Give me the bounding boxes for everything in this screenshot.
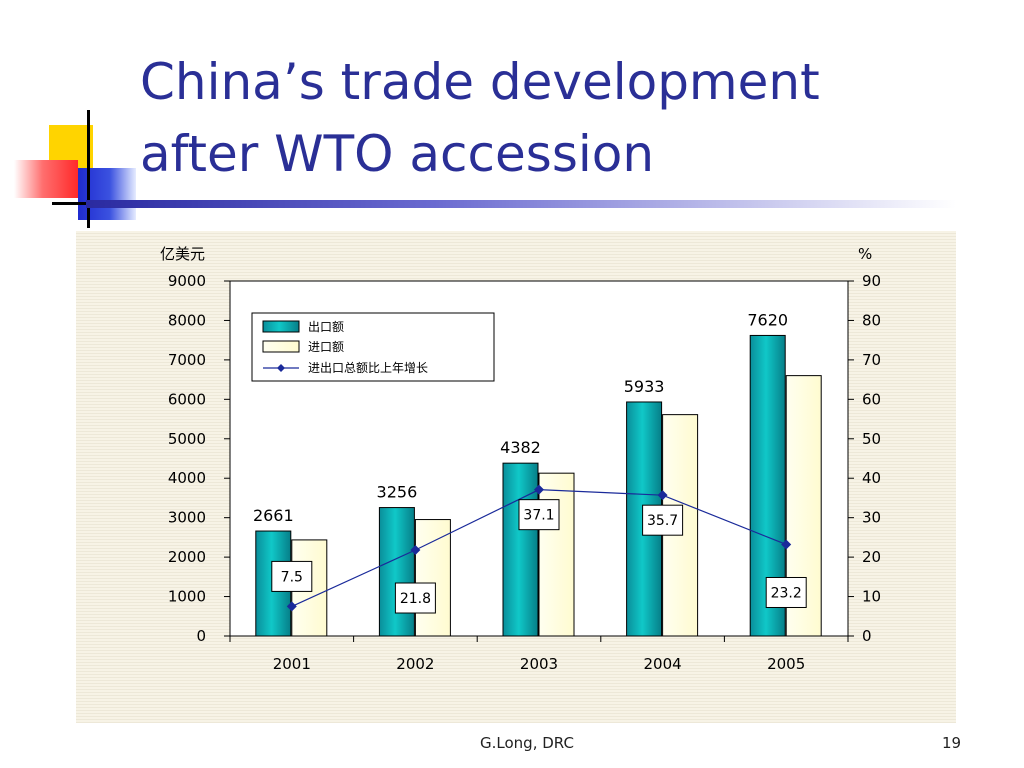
legend-label-growth: 进出口总额比上年增长 [308, 361, 428, 375]
legend-swatch-growth-marker [277, 364, 285, 372]
export-value-label: 2661 [253, 506, 294, 525]
x-axis: 2001 2002 2003 2004 2005 [229, 636, 849, 673]
title-underline [86, 200, 956, 208]
page-number: 19 [942, 734, 962, 752]
growth-point [534, 484, 544, 495]
legend-swatch-export [262, 320, 300, 333]
legend-label-import: 进口额 [308, 340, 344, 354]
right-tick-label: 90 [862, 272, 881, 290]
left-axis: 亿美元 0 1000 2000 3000 4000 5000 6000 7000 8000 9000 [160, 245, 230, 645]
growth-value-label: 35.7 [647, 513, 678, 529]
left-tick-label: 6000 [168, 390, 206, 408]
left-tick-label: 1000 [168, 588, 206, 606]
legend-label-export: 出口额 [308, 320, 344, 334]
growth-value-label: 7.5 [281, 569, 303, 585]
growth-point [781, 539, 792, 550]
x-tick-label: 2001 [273, 655, 311, 673]
x-tick-label: 2004 [644, 655, 682, 673]
left-tick-label: 8000 [168, 311, 206, 329]
left-tick-label: 5000 [168, 430, 206, 448]
chart-panel: 亿美元 0 1000 2000 3000 4000 5000 6000 7000 8000 9000… [76, 231, 956, 723]
growth-label-box [271, 560, 313, 592]
growth-value-label: 23.2 [771, 585, 802, 601]
decor-red-square [14, 160, 78, 198]
left-axis-unit: 亿美元 [160, 245, 205, 263]
right-tick-label: 50 [862, 430, 881, 448]
legend-swatch-import [262, 340, 300, 353]
growth-point [286, 601, 297, 612]
import-bar [414, 519, 451, 637]
growth-value-label: 37.1 [523, 508, 554, 524]
growth-label-box [518, 499, 560, 531]
export-bar [378, 507, 415, 637]
slide-title: China’s trade development after WTO acce… [140, 53, 820, 183]
trade-chart: 亿美元 0 1000 2000 3000 4000 5000 6000 7000 8000 9000… [160, 245, 881, 673]
right-tick-label: 0 [862, 627, 872, 645]
export-value-label: 7620 [747, 310, 788, 329]
x-tick-label: 2005 [767, 655, 805, 673]
footer-source: G.Long, DRC [480, 734, 574, 752]
growth-point [657, 490, 668, 501]
right-tick-label: 30 [862, 509, 881, 527]
growth-value-label: 21.8 [400, 591, 431, 607]
right-tick-label: 20 [862, 548, 881, 566]
import-bar [538, 472, 575, 637]
growth-label-box [642, 504, 684, 536]
bar-data-labels: 2661 3256 4382 5933 7620 [253, 310, 788, 525]
left-tick-label: 3000 [168, 509, 206, 527]
export-value-label: 5933 [624, 377, 665, 396]
right-axis-unit: % [858, 245, 872, 263]
right-tick-label: 10 [862, 588, 881, 606]
decor-vertical-line [87, 110, 90, 228]
right-tick-label: 80 [862, 311, 881, 329]
x-tick-label: 2002 [396, 655, 434, 673]
left-tick-label: 7000 [168, 351, 206, 369]
right-tick-label: 60 [862, 390, 881, 408]
export-value-label: 4382 [500, 438, 541, 457]
right-axis: % 0 10 20 30 40 50 60 70 80 90 [848, 245, 881, 645]
growth-label-box [765, 576, 807, 608]
right-tick-label: 70 [862, 351, 881, 369]
growth-point [410, 545, 421, 556]
left-tick-label: 9000 [168, 272, 206, 290]
left-tick-label: 4000 [168, 469, 206, 487]
growth-line-series: 7.5 21.8 37.1 35.7 23.2 [271, 484, 807, 614]
left-tick-label: 2000 [168, 548, 206, 566]
left-tick-label: 0 [196, 627, 206, 645]
growth-label-box [394, 582, 436, 614]
export-value-label: 3256 [377, 483, 418, 502]
x-tick-label: 2003 [520, 655, 558, 673]
right-tick-label: 40 [862, 469, 881, 487]
decor-horizontal-line [52, 202, 92, 205]
export-bar [502, 462, 539, 637]
